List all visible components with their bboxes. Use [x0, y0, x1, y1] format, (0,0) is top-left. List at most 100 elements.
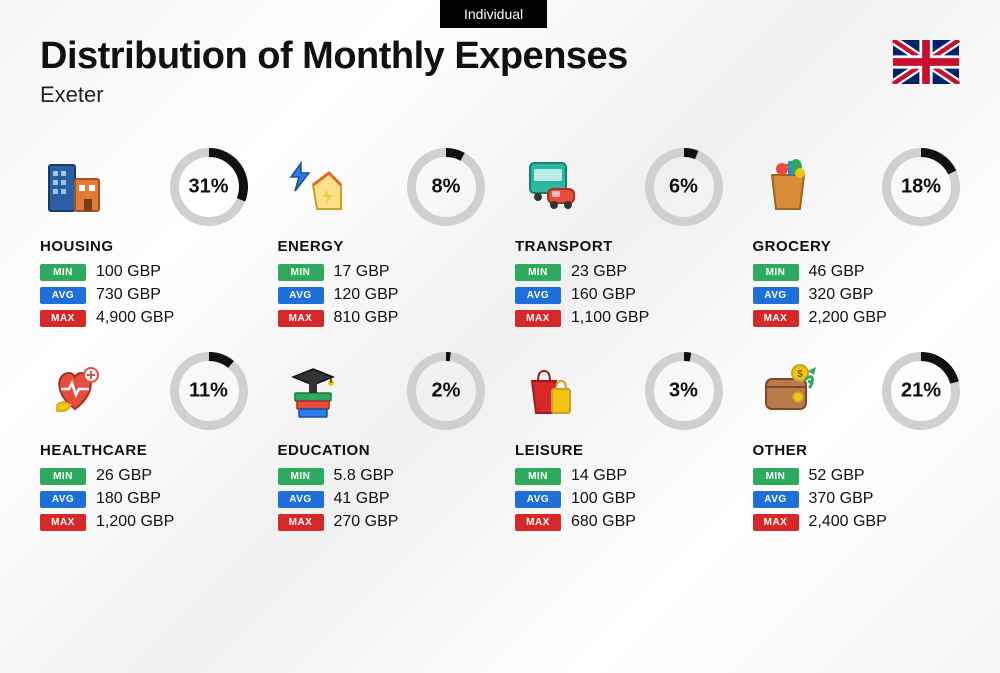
min-badge: MIN	[40, 264, 86, 281]
category-card-transport: 6% TRANSPORT MIN 23 GBP AVG 160 GBP MAX …	[515, 148, 723, 332]
pct-label: 21%	[901, 380, 941, 403]
min-value: 17 GBP	[334, 263, 390, 281]
avg-badge: AVG	[278, 287, 324, 304]
category-card-healthcare: 11% HEALTHCARE MIN 26 GBP AVG 180 GBP MA…	[40, 352, 248, 536]
avg-value: 320 GBP	[809, 286, 874, 304]
category-label: GROCERY	[753, 238, 961, 255]
grocery-icon	[753, 152, 823, 222]
category-card-grocery: 18% GROCERY MIN 46 GBP AVG 320 GBP MAX 2…	[753, 148, 961, 332]
stat-max: MAX 1,200 GBP	[40, 513, 248, 531]
stat-min: MIN 5.8 GBP	[278, 467, 486, 485]
leisure-icon	[515, 356, 585, 426]
avg-value: 120 GBP	[334, 286, 399, 304]
category-label: EDUCATION	[278, 442, 486, 459]
max-badge: MAX	[753, 310, 799, 327]
donut-housing: 31%	[170, 148, 248, 226]
max-badge: MAX	[753, 514, 799, 531]
donut-energy: 8%	[407, 148, 485, 226]
donut-other: 21%	[882, 352, 960, 430]
pct-label: 18%	[901, 176, 941, 199]
stat-min: MIN 52 GBP	[753, 467, 961, 485]
pct-label: 11%	[189, 380, 228, 403]
min-value: 23 GBP	[571, 263, 627, 281]
min-value: 26 GBP	[96, 467, 152, 485]
page-title: Distribution of Monthly Expenses	[40, 35, 960, 78]
min-value: 52 GBP	[809, 467, 865, 485]
category-card-leisure: 3% LEISURE MIN 14 GBP AVG 100 GBP MAX 68…	[515, 352, 723, 536]
avg-value: 100 GBP	[571, 490, 636, 508]
pct-label: 8%	[432, 176, 461, 199]
max-value: 2,400 GBP	[809, 513, 887, 531]
stat-max: MAX 680 GBP	[515, 513, 723, 531]
category-card-education: 2% EDUCATION MIN 5.8 GBP AVG 41 GBP MAX …	[278, 352, 486, 536]
min-value: 100 GBP	[96, 263, 161, 281]
category-label: LEISURE	[515, 442, 723, 459]
category-label: OTHER	[753, 442, 961, 459]
donut-healthcare: 11%	[170, 352, 248, 430]
avg-badge: AVG	[515, 287, 561, 304]
category-card-housing: 31% HOUSING MIN 100 GBP AVG 730 GBP MAX …	[40, 148, 248, 332]
max-badge: MAX	[515, 514, 561, 531]
page-subtitle: Exeter	[40, 82, 960, 108]
energy-icon	[278, 152, 348, 222]
pct-label: 2%	[432, 380, 461, 403]
stat-max: MAX 810 GBP	[278, 309, 486, 327]
stat-avg: AVG 320 GBP	[753, 286, 961, 304]
svg-text:$: $	[797, 369, 803, 380]
avg-value: 41 GBP	[334, 490, 390, 508]
avg-badge: AVG	[753, 491, 799, 508]
stat-min: MIN 17 GBP	[278, 263, 486, 281]
category-label: TRANSPORT	[515, 238, 723, 255]
housing-icon	[40, 152, 110, 222]
min-badge: MIN	[40, 468, 86, 485]
stat-min: MIN 14 GBP	[515, 467, 723, 485]
category-label: HOUSING	[40, 238, 248, 255]
stat-avg: AVG 41 GBP	[278, 490, 486, 508]
avg-badge: AVG	[40, 287, 86, 304]
avg-value: 370 GBP	[809, 490, 874, 508]
category-label: ENERGY	[278, 238, 486, 255]
max-value: 270 GBP	[334, 513, 399, 531]
education-icon	[278, 356, 348, 426]
min-badge: MIN	[278, 468, 324, 485]
max-badge: MAX	[40, 514, 86, 531]
min-value: 5.8 GBP	[334, 467, 394, 485]
stat-avg: AVG 730 GBP	[40, 286, 248, 304]
stat-avg: AVG 180 GBP	[40, 490, 248, 508]
donut-transport: 6%	[645, 148, 723, 226]
pct-label: 6%	[669, 176, 698, 199]
stat-min: MIN 100 GBP	[40, 263, 248, 281]
donut-education: 2%	[407, 352, 485, 430]
pct-label: 3%	[669, 380, 698, 403]
stat-min: MIN 46 GBP	[753, 263, 961, 281]
healthcare-icon	[40, 356, 110, 426]
stat-avg: AVG 120 GBP	[278, 286, 486, 304]
stat-max: MAX 1,100 GBP	[515, 309, 723, 327]
stat-max: MAX 4,900 GBP	[40, 309, 248, 327]
min-badge: MIN	[753, 264, 799, 281]
avg-badge: AVG	[40, 491, 86, 508]
max-badge: MAX	[278, 310, 324, 327]
avg-value: 730 GBP	[96, 286, 161, 304]
min-value: 14 GBP	[571, 467, 627, 485]
donut-grocery: 18%	[882, 148, 960, 226]
min-badge: MIN	[278, 264, 324, 281]
min-badge: MIN	[515, 468, 561, 485]
other-icon: $	[753, 356, 823, 426]
max-value: 1,100 GBP	[571, 309, 649, 327]
max-value: 680 GBP	[571, 513, 636, 531]
avg-badge: AVG	[278, 491, 324, 508]
uk-flag-icon	[892, 40, 960, 84]
min-badge: MIN	[515, 264, 561, 281]
stat-avg: AVG 100 GBP	[515, 490, 723, 508]
category-card-other: $ 21% OTHER MIN 52 GBP AVG 370 GBP MAX 2…	[753, 352, 961, 536]
max-badge: MAX	[515, 310, 561, 327]
stat-max: MAX 2,200 GBP	[753, 309, 961, 327]
max-value: 4,900 GBP	[96, 309, 174, 327]
stat-max: MAX 270 GBP	[278, 513, 486, 531]
donut-leisure: 3%	[645, 352, 723, 430]
avg-value: 180 GBP	[96, 490, 161, 508]
category-card-energy: 8% ENERGY MIN 17 GBP AVG 120 GBP MAX 810…	[278, 148, 486, 332]
stat-max: MAX 2,400 GBP	[753, 513, 961, 531]
category-label: HEALTHCARE	[40, 442, 248, 459]
